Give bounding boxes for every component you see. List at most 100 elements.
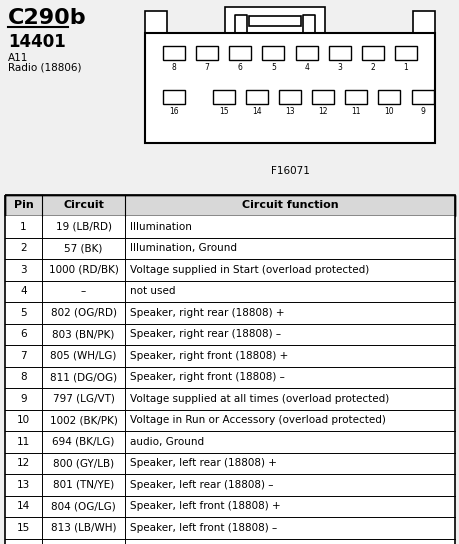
- Text: 12: 12: [318, 107, 327, 116]
- Bar: [262, 46, 284, 60]
- Text: 4: 4: [20, 286, 27, 296]
- Text: 57 (BK): 57 (BK): [64, 243, 102, 254]
- Text: 802 (OG/RD): 802 (OG/RD): [50, 308, 116, 318]
- Text: 14: 14: [17, 501, 30, 511]
- Text: 694 (BK/LG): 694 (BK/LG): [52, 437, 114, 447]
- Text: 11: 11: [17, 437, 30, 447]
- Text: 6: 6: [237, 63, 242, 72]
- Text: 1: 1: [20, 222, 27, 232]
- Bar: [312, 90, 333, 104]
- Bar: [5, 410, 454, 431]
- Text: 6: 6: [20, 329, 27, 339]
- Bar: [5, 388, 454, 410]
- Bar: [394, 46, 416, 60]
- Text: C290b: C290b: [8, 8, 86, 28]
- Text: 16: 16: [169, 107, 179, 116]
- Bar: [5, 431, 454, 453]
- Text: Speaker, left front (18808) +: Speaker, left front (18808) +: [130, 501, 280, 511]
- Bar: [5, 259, 454, 281]
- Bar: [378, 90, 399, 104]
- Text: Voltage supplied at all times (overload protected): Voltage supplied at all times (overload …: [130, 394, 389, 404]
- Bar: [5, 345, 454, 367]
- Bar: [229, 46, 251, 60]
- Bar: [5, 496, 454, 517]
- Text: 15: 15: [218, 107, 228, 116]
- Text: 3: 3: [336, 63, 341, 72]
- Text: 1000 (RD/BK): 1000 (RD/BK): [49, 265, 118, 275]
- Bar: [5, 216, 454, 238]
- Text: Speaker, right rear (18808) –: Speaker, right rear (18808) –: [130, 329, 280, 339]
- Text: Radio (18806): Radio (18806): [8, 63, 81, 73]
- Text: Illumination: Illumination: [130, 222, 191, 232]
- Text: 14401: 14401: [8, 33, 66, 51]
- Text: 805 (WH/LG): 805 (WH/LG): [50, 351, 117, 361]
- Text: not used: not used: [130, 286, 175, 296]
- Bar: [245, 90, 267, 104]
- Text: Speaker, right front (18808) –: Speaker, right front (18808) –: [130, 372, 285, 382]
- Bar: [295, 46, 317, 60]
- Text: Voltage supplied in Start (overload protected): Voltage supplied in Start (overload prot…: [130, 265, 369, 275]
- Text: Voltage in Run or Accessory (overload protected): Voltage in Run or Accessory (overload pr…: [130, 415, 385, 425]
- Text: 804 (OG/LG): 804 (OG/LG): [51, 501, 116, 511]
- Bar: [224, 7, 325, 33]
- Text: 5: 5: [270, 63, 275, 72]
- Text: Speaker, right rear (18808) +: Speaker, right rear (18808) +: [130, 308, 284, 318]
- Bar: [5, 195, 454, 216]
- Text: F16071: F16071: [270, 166, 309, 176]
- Text: 1002 (BK/PK): 1002 (BK/PK): [50, 415, 117, 425]
- Bar: [212, 90, 234, 104]
- Text: Pin: Pin: [14, 201, 33, 211]
- Text: 2: 2: [369, 63, 375, 72]
- Bar: [5, 238, 454, 259]
- Text: 801 (TN/YE): 801 (TN/YE): [53, 480, 114, 490]
- Bar: [5, 539, 454, 544]
- Text: 8: 8: [171, 63, 176, 72]
- Bar: [145, 33, 434, 143]
- Text: 9: 9: [20, 394, 27, 404]
- Bar: [162, 46, 185, 60]
- Bar: [5, 453, 454, 474]
- Text: 7: 7: [20, 351, 27, 361]
- Bar: [162, 90, 185, 104]
- Text: 813 (LB/WH): 813 (LB/WH): [50, 523, 116, 533]
- Bar: [5, 281, 454, 302]
- Text: 10: 10: [384, 107, 393, 116]
- Text: 800 (GY/LB): 800 (GY/LB): [53, 458, 114, 468]
- Text: 9: 9: [419, 107, 424, 116]
- Bar: [328, 46, 350, 60]
- Text: Speaker, left front (18808) –: Speaker, left front (18808) –: [130, 523, 277, 533]
- Text: Illumination, Ground: Illumination, Ground: [130, 243, 237, 254]
- Text: 11: 11: [351, 107, 360, 116]
- Text: Circuit function: Circuit function: [241, 201, 338, 211]
- Text: 14: 14: [252, 107, 261, 116]
- Bar: [345, 90, 366, 104]
- Bar: [5, 195, 454, 216]
- Text: 803 (BN/PK): 803 (BN/PK): [52, 329, 114, 339]
- Bar: [5, 367, 454, 388]
- Text: 12: 12: [17, 458, 30, 468]
- Bar: [5, 195, 454, 544]
- Text: 15: 15: [17, 523, 30, 533]
- Text: 3: 3: [20, 265, 27, 275]
- Text: Circuit: Circuit: [63, 201, 104, 211]
- Text: 13: 13: [17, 480, 30, 490]
- Text: audio, Ground: audio, Ground: [130, 437, 204, 447]
- Bar: [361, 46, 383, 60]
- Text: 19 (LB/RD): 19 (LB/RD): [56, 222, 111, 232]
- Text: Speaker, right front (18808) +: Speaker, right front (18808) +: [130, 351, 288, 361]
- Bar: [412, 11, 434, 33]
- Bar: [279, 90, 300, 104]
- Text: 7: 7: [204, 63, 209, 72]
- Bar: [5, 517, 454, 539]
- Text: 10: 10: [17, 415, 30, 425]
- Bar: [411, 90, 433, 104]
- Text: 811 (DG/OG): 811 (DG/OG): [50, 372, 117, 382]
- Text: 1: 1: [403, 63, 408, 72]
- Bar: [145, 11, 167, 33]
- Text: –: –: [81, 286, 86, 296]
- Text: 4: 4: [303, 63, 308, 72]
- Bar: [248, 16, 300, 26]
- Text: Speaker, left rear (18808) +: Speaker, left rear (18808) +: [130, 458, 276, 468]
- Bar: [196, 46, 218, 60]
- Bar: [5, 474, 454, 496]
